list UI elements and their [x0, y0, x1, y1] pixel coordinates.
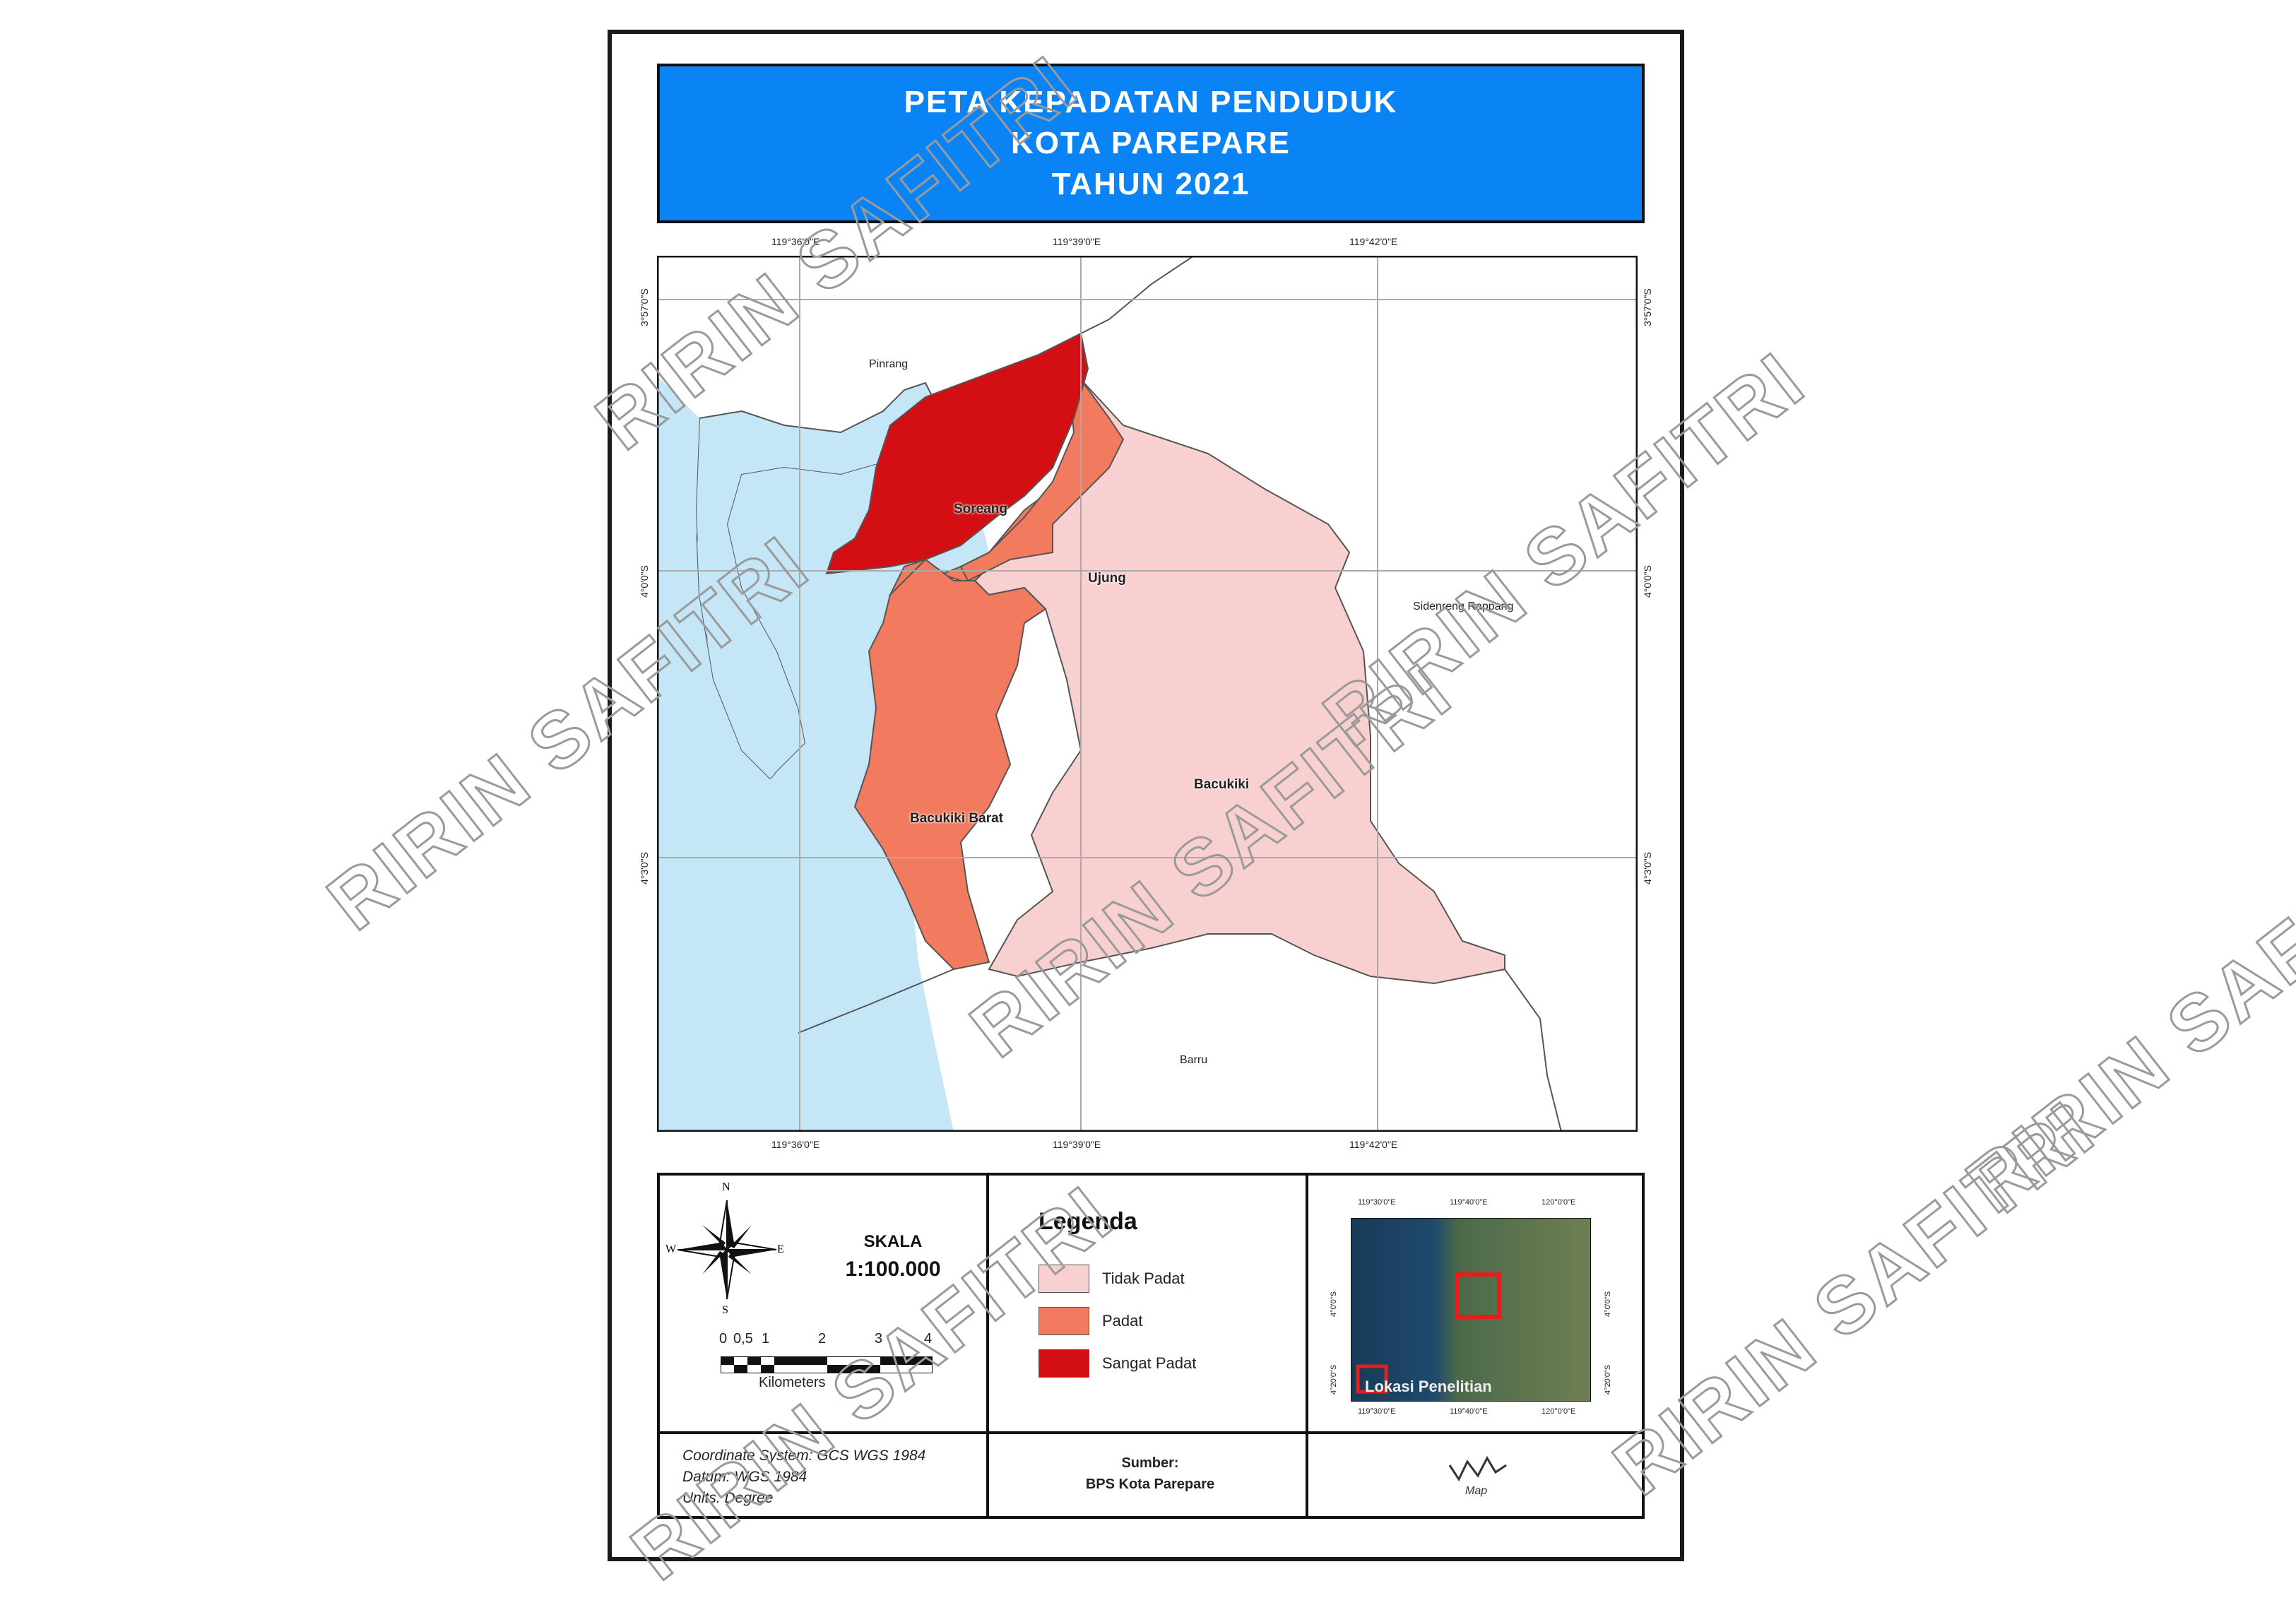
legend-title: Legenda	[1038, 1208, 1137, 1235]
inset-bottom-1: 119°30'0"E	[1358, 1407, 1396, 1416]
compass-icon	[677, 1200, 777, 1300]
inset-bottom-2: 119°40'0"E	[1450, 1407, 1488, 1416]
grid-label-top-1: 119°36'0"E	[771, 236, 820, 247]
inset-left-1: 4°0'0"S	[1330, 1291, 1338, 1317]
label-ujung: Ujung	[1088, 571, 1126, 586]
legend-label: Tidak Padat	[1102, 1269, 1185, 1287]
inset-top-2: 119°40'0"E	[1450, 1198, 1488, 1207]
logo-text: Map	[1465, 1485, 1488, 1497]
grid-label-left-2: 4°0'0"S	[639, 565, 650, 598]
source-text: Sumber: BPS Kota Parepare	[989, 1452, 1311, 1495]
info-datum: Datum: WGS 1984	[682, 1469, 807, 1485]
label-bacukiki-barat: Bacukiki Barat	[910, 811, 1004, 826]
info-coord-system: Coordinate System: GCS WGS 1984	[682, 1448, 926, 1464]
legend-swatch	[1038, 1307, 1089, 1335]
scale-tick-1: 1	[762, 1331, 770, 1347]
legend-panel: Legenda Tidak Padat Padat Sangat Padat	[986, 1173, 1308, 1434]
scale-tick-3: 3	[875, 1331, 883, 1347]
legend-item-tidak-padat: Tidak Padat	[1038, 1265, 1185, 1293]
logo-icon	[1448, 1455, 1507, 1482]
legend-swatch	[1038, 1265, 1089, 1293]
inset-map	[1351, 1218, 1591, 1402]
inset-panel: Lokasi Penelitian 119°30'0"E 119°40'0"E …	[1306, 1173, 1645, 1434]
label-barru: Barru	[1180, 1054, 1208, 1066]
label-soreang: Soreang	[954, 502, 1008, 516]
inset-right-2: 4°20'0"S	[1604, 1364, 1612, 1395]
inset-top-1: 119°30'0"E	[1358, 1198, 1396, 1207]
compass-s: S	[722, 1304, 728, 1316]
legend-item-sangat-padat: Sangat Padat	[1038, 1349, 1196, 1378]
grid-label-bottom-1: 119°36'0"E	[771, 1139, 820, 1150]
scale-tick-0: 0	[719, 1331, 728, 1347]
map-canvas	[657, 256, 1638, 1132]
source-label: Sumber:	[1121, 1455, 1179, 1471]
logo-panel: Map	[1306, 1431, 1645, 1519]
inset-bottom-3: 120°0'0"E	[1541, 1407, 1576, 1416]
scale-tick-4: 4	[924, 1331, 933, 1347]
scale-tick-2: 2	[818, 1331, 827, 1347]
scale-bar	[721, 1356, 933, 1373]
title-line-2: KOTA PAREPARE	[1011, 126, 1291, 160]
info-panel: Coordinate System: GCS WGS 1984 Datum: W…	[657, 1431, 989, 1519]
source-panel: Sumber: BPS Kota Parepare	[986, 1431, 1308, 1519]
info-text: Coordinate System: GCS WGS 1984 Datum: W…	[682, 1445, 925, 1509]
grid-label-left-3: 4°3'0"S	[639, 852, 650, 884]
legend-label: Sangat Padat	[1102, 1354, 1197, 1372]
scale-label: SKALA	[863, 1232, 923, 1251]
label-sidenreng-rappang: Sidenreng Rappang	[1413, 600, 1514, 612]
inset-top-3: 120°0'0"E	[1541, 1198, 1576, 1207]
grid-label-bottom-3: 119°42'0"E	[1349, 1139, 1398, 1150]
region-soreang	[825, 332, 1089, 575]
label-pinrang: Pinrang	[869, 358, 909, 370]
title-line-1: PETA KEPADATAN PENDUDUK	[904, 85, 1398, 119]
grid-label-left-1: 3°57'0"S	[639, 288, 650, 326]
legend-item-padat: Padat	[1038, 1307, 1143, 1335]
legend-swatch	[1038, 1349, 1089, 1378]
inset-left-2: 4°20'0"S	[1330, 1364, 1338, 1395]
region-bacukiki-barat	[853, 558, 1047, 971]
inset-label: Lokasi Penelitian	[1365, 1378, 1492, 1395]
main-map: 119°36'0"E 119°39'0"E 119°42'0"E 119°36'…	[639, 236, 1653, 1150]
grid-label-right-1: 3°57'0"S	[1642, 288, 1653, 326]
grid-label-top-3: 119°42'0"E	[1349, 236, 1398, 247]
grid-label-top-2: 119°39'0"E	[1053, 236, 1101, 247]
legend-label: Padat	[1102, 1312, 1143, 1330]
info-units: Units: Degree	[682, 1490, 774, 1506]
map-title: PETA KEPADATAN PENDUDUK KOTA PAREPARE TA…	[657, 64, 1645, 223]
watermark: RIRIN SAFITRI	[1950, 800, 2296, 1231]
source-value: BPS Kota Parepare	[1085, 1476, 1215, 1492]
compass-n: N	[722, 1181, 730, 1193]
scale-tick-05: 0,5	[733, 1331, 753, 1347]
title-line-3: TAHUN 2021	[1051, 167, 1250, 201]
scale-value: 1:100.000	[845, 1257, 941, 1281]
scale-panel: N S E W SKALA 1:100.000 0 0,5 1 2 3 4 Ki…	[657, 1173, 989, 1434]
inset-right-1: 4°0'0"S	[1604, 1291, 1612, 1317]
compass-w: W	[665, 1243, 677, 1255]
grid-label-right-2: 4°0'0"S	[1642, 565, 1653, 598]
grid-label-bottom-2: 119°39'0"E	[1053, 1139, 1101, 1150]
grid-label-right-3: 4°3'0"S	[1642, 852, 1653, 884]
compass-e: E	[777, 1243, 784, 1255]
sea-area	[657, 376, 897, 1132]
label-bacukiki: Bacukiki	[1194, 777, 1250, 792]
graticule	[657, 256, 1638, 1132]
scale-unit: Kilometers	[759, 1375, 826, 1390]
